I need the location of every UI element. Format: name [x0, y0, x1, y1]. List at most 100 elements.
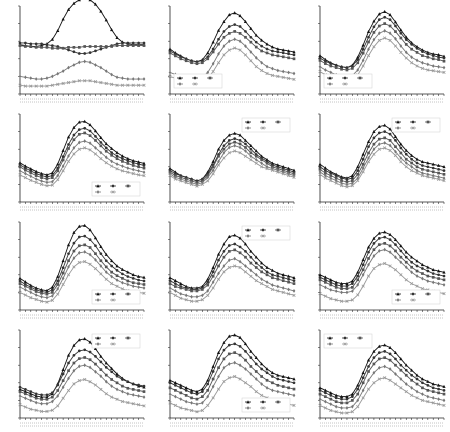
series-line-4 — [19, 60, 144, 80]
data-point — [45, 401, 49, 406]
series-1 — [18, 119, 146, 177]
data-point — [437, 58, 440, 61]
data-point — [350, 392, 354, 396]
data-point — [404, 35, 408, 39]
data-point — [211, 270, 215, 274]
data-point — [99, 360, 103, 364]
data-point — [110, 270, 114, 274]
data-point — [222, 53, 226, 57]
series-5 — [318, 146, 446, 189]
data-point — [383, 261, 387, 266]
data-point — [77, 0, 81, 2]
data-point — [442, 278, 446, 282]
data-point — [367, 151, 370, 155]
series-1 — [318, 230, 446, 285]
data-point — [415, 284, 419, 288]
data-point — [110, 151, 114, 154]
data-point — [377, 377, 381, 381]
data-point — [227, 48, 231, 52]
data-point — [345, 68, 349, 72]
data-point — [131, 41, 135, 45]
data-point — [184, 293, 188, 298]
data-point — [383, 247, 387, 252]
legend-swatch-marker — [261, 126, 265, 130]
data-point — [77, 378, 81, 383]
data-point — [24, 287, 27, 292]
data-point — [442, 274, 446, 278]
data-point — [276, 163, 280, 167]
data-point — [99, 144, 103, 148]
data-point — [377, 231, 381, 235]
data-point — [367, 40, 370, 44]
data-point — [195, 294, 199, 299]
data-point — [366, 358, 371, 362]
data-point — [61, 158, 65, 162]
data-point — [67, 369, 70, 373]
data-point — [238, 142, 242, 146]
data-point — [39, 299, 44, 303]
data-point — [356, 282, 360, 287]
data-point — [410, 61, 414, 65]
data-point — [404, 363, 408, 367]
data-point — [394, 149, 397, 154]
data-point — [334, 280, 338, 284]
data-point — [340, 284, 343, 288]
data-point — [345, 178, 349, 181]
data-point — [126, 400, 130, 405]
data-point — [137, 44, 140, 47]
data-point — [271, 66, 274, 71]
data-point — [345, 281, 349, 285]
legend-box — [173, 73, 223, 89]
data-point — [276, 373, 280, 377]
data-point — [265, 270, 269, 274]
series-4 — [18, 139, 146, 185]
data-point — [249, 365, 253, 368]
legend-swatch-marker — [276, 228, 280, 232]
data-point — [104, 265, 108, 269]
data-point — [420, 286, 425, 291]
data-point — [276, 50, 280, 54]
data-point — [431, 272, 435, 275]
legend — [323, 73, 373, 89]
data-point — [61, 266, 65, 270]
data-point — [287, 386, 290, 390]
data-point — [265, 385, 269, 390]
data-point — [318, 278, 322, 282]
data-point — [356, 172, 360, 176]
data-point — [121, 76, 124, 81]
data-point — [404, 157, 408, 161]
data-point — [104, 149, 108, 153]
data-point — [367, 250, 370, 254]
data-point — [350, 173, 354, 177]
data-point — [260, 44, 264, 48]
data-point — [23, 84, 28, 88]
data-point — [276, 54, 280, 58]
data-point — [227, 142, 231, 146]
data-point — [388, 345, 392, 349]
data-point — [34, 293, 38, 297]
data-point — [238, 145, 242, 150]
data-point — [377, 24, 381, 28]
data-point — [61, 372, 65, 376]
data-point — [77, 244, 81, 248]
data-point — [34, 174, 38, 177]
data-point — [142, 275, 146, 279]
data-point — [276, 289, 280, 293]
data-point — [254, 370, 258, 373]
series-line-4 — [319, 249, 445, 293]
data-point — [324, 395, 327, 398]
data-point — [329, 62, 333, 65]
data-point — [126, 162, 130, 165]
data-point — [137, 282, 140, 285]
data-point — [361, 170, 365, 174]
data-point — [399, 44, 403, 48]
data-point — [286, 292, 291, 296]
data-point — [121, 157, 124, 161]
data-point — [83, 223, 87, 227]
data-point — [233, 374, 237, 379]
data-point — [61, 276, 65, 281]
data-point — [254, 33, 258, 37]
data-point — [436, 383, 441, 387]
data-point — [394, 243, 397, 246]
data-point — [404, 250, 408, 254]
